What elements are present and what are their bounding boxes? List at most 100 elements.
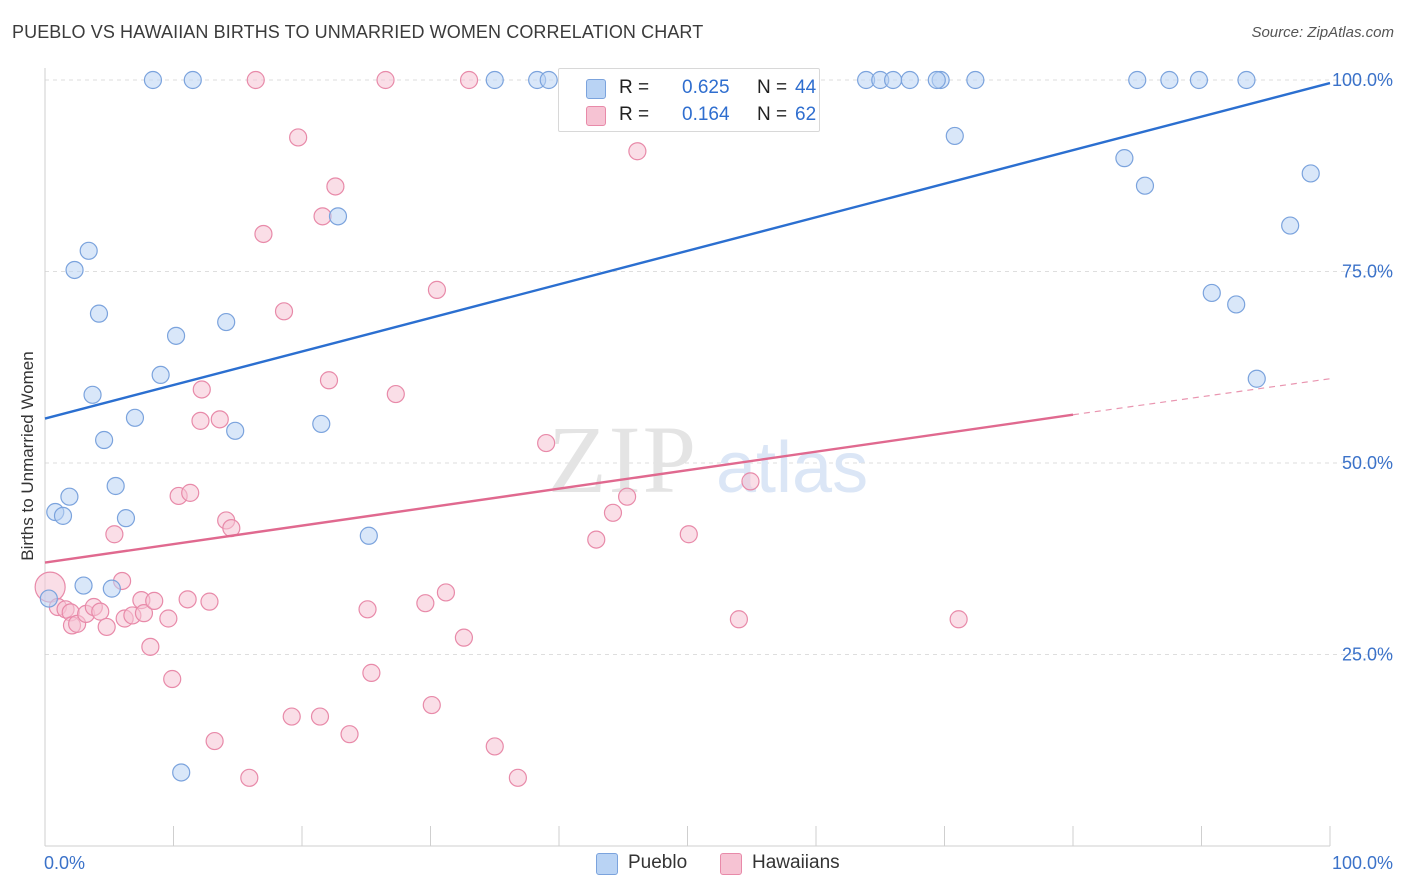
x-tick-label: 100.0% bbox=[1332, 853, 1393, 873]
pueblo-point bbox=[1202, 283, 1221, 303]
watermark: ZIP atlas bbox=[548, 406, 868, 513]
hawaiian-point bbox=[729, 610, 749, 629]
hawaiian-point bbox=[274, 302, 294, 321]
hawaiian-point bbox=[200, 592, 219, 611]
hawaiian-point bbox=[246, 70, 265, 90]
pueblo-legend-label: Pueblo bbox=[628, 852, 688, 873]
hawaiian-point bbox=[376, 70, 395, 90]
pueblo-point bbox=[74, 576, 93, 595]
legend-r-value: 0.164 bbox=[682, 104, 730, 125]
pueblo-point bbox=[1128, 70, 1147, 90]
hawaiian-point bbox=[97, 617, 116, 637]
hawaiian-point bbox=[416, 594, 435, 613]
correlation-legend: R = 0.625 N = 44 R = 0.164 N = 62 bbox=[558, 68, 820, 132]
legend-n-label: N = bbox=[757, 77, 788, 98]
y-tick-label: 100.0% bbox=[1332, 70, 1393, 90]
pueblo-point bbox=[1237, 70, 1256, 90]
pueblo-points bbox=[39, 70, 1320, 782]
pueblo-point bbox=[539, 70, 558, 90]
hawaiian-point bbox=[508, 768, 527, 787]
hawaiian-point bbox=[145, 591, 164, 610]
pueblo-swatch bbox=[586, 79, 606, 99]
pueblo-point bbox=[1281, 216, 1300, 235]
pueblo-point bbox=[53, 506, 73, 525]
pueblo-point bbox=[1247, 369, 1266, 388]
pueblo-point bbox=[945, 126, 964, 146]
hawaiian-point bbox=[240, 768, 259, 787]
hawaiian-point bbox=[427, 280, 447, 299]
hawaiian-point bbox=[159, 609, 178, 628]
hawaiian-point bbox=[181, 483, 200, 502]
pueblo-point bbox=[143, 70, 163, 90]
hawaiian-point bbox=[192, 380, 211, 399]
pueblo-swatch bbox=[596, 853, 618, 875]
y-tick-label: 50.0% bbox=[1342, 453, 1393, 473]
hawaiian-point bbox=[436, 583, 456, 602]
pueblo-point bbox=[1115, 149, 1134, 168]
hawaiian-trend-line bbox=[44, 413, 1074, 564]
legend-n-label: N = bbox=[757, 104, 788, 125]
hawaiian-swatch bbox=[720, 853, 742, 875]
pueblo-point bbox=[116, 509, 136, 528]
legend-n-value: 62 bbox=[795, 104, 817, 125]
y-tick-label: 75.0% bbox=[1342, 262, 1393, 282]
hawaiian-point bbox=[679, 525, 698, 544]
hawaiian-point bbox=[134, 604, 154, 623]
pueblo-point bbox=[328, 207, 348, 226]
hawaiian-point bbox=[358, 600, 377, 619]
pueblo-point bbox=[1189, 70, 1209, 90]
y-tick-label: 25.0% bbox=[1342, 645, 1393, 665]
hawaiian-point bbox=[205, 731, 224, 751]
legend-r-label: R = bbox=[619, 77, 650, 98]
pueblo-point bbox=[65, 260, 84, 280]
pueblo-point bbox=[89, 304, 109, 323]
pueblo-point bbox=[226, 421, 245, 440]
pueblo-point bbox=[166, 326, 186, 345]
pueblo-point bbox=[106, 476, 125, 496]
legend-n-value: 44 bbox=[795, 77, 817, 98]
hawaiian-point bbox=[319, 371, 339, 390]
pueblo-point bbox=[1160, 70, 1179, 90]
hawaiian-point bbox=[949, 610, 968, 629]
gridlines bbox=[45, 79, 1392, 655]
hawaiian-point bbox=[210, 410, 229, 429]
hawaiian-point bbox=[313, 207, 332, 226]
hawaiian-point bbox=[340, 725, 359, 744]
pueblo-point bbox=[1301, 164, 1320, 183]
hawaiian-point bbox=[326, 177, 345, 196]
pueblo-point bbox=[60, 487, 79, 506]
pueblo-point bbox=[95, 430, 114, 450]
hawaiian-point bbox=[254, 224, 273, 244]
hawaiian-swatch bbox=[586, 106, 606, 126]
hawaiian-point bbox=[454, 628, 474, 647]
pueblo-point bbox=[102, 579, 121, 598]
pueblo-trend-line bbox=[44, 81, 1331, 420]
hawaiian-point bbox=[741, 472, 760, 491]
pueblo-point bbox=[125, 408, 145, 427]
hawaiian-point bbox=[485, 737, 504, 756]
pueblo-point bbox=[312, 414, 331, 434]
hawaiian-point bbox=[282, 707, 301, 726]
hawaiian-point bbox=[141, 637, 160, 656]
legend-r-value: 0.625 bbox=[682, 77, 730, 98]
pueblo-point bbox=[359, 526, 378, 545]
hawaiian-point bbox=[459, 70, 479, 90]
hawaiian-point bbox=[191, 411, 210, 430]
hawaiian-point bbox=[628, 142, 647, 161]
legend-r-label: R = bbox=[619, 104, 650, 125]
pueblo-point bbox=[172, 763, 191, 782]
watermark-atlas: atlas bbox=[716, 428, 868, 508]
axes bbox=[44, 68, 1331, 847]
chart-title: PUEBLO VS HAWAIIAN BIRTHS TO UNMARRIED W… bbox=[12, 22, 704, 42]
hawaiian-point bbox=[310, 707, 330, 726]
tick-labels: 25.0% 50.0% 75.0% 100.0% 0.0% 100.0% bbox=[44, 70, 1393, 873]
hawaiian-point bbox=[91, 602, 110, 621]
pueblo-point bbox=[485, 70, 504, 90]
pueblo-point bbox=[183, 70, 202, 90]
hawaiian-point bbox=[163, 669, 182, 689]
pueblo-point bbox=[927, 70, 946, 90]
hawaiian-point bbox=[362, 663, 381, 682]
pueblo-point bbox=[900, 70, 919, 90]
pueblo-point bbox=[217, 312, 236, 332]
